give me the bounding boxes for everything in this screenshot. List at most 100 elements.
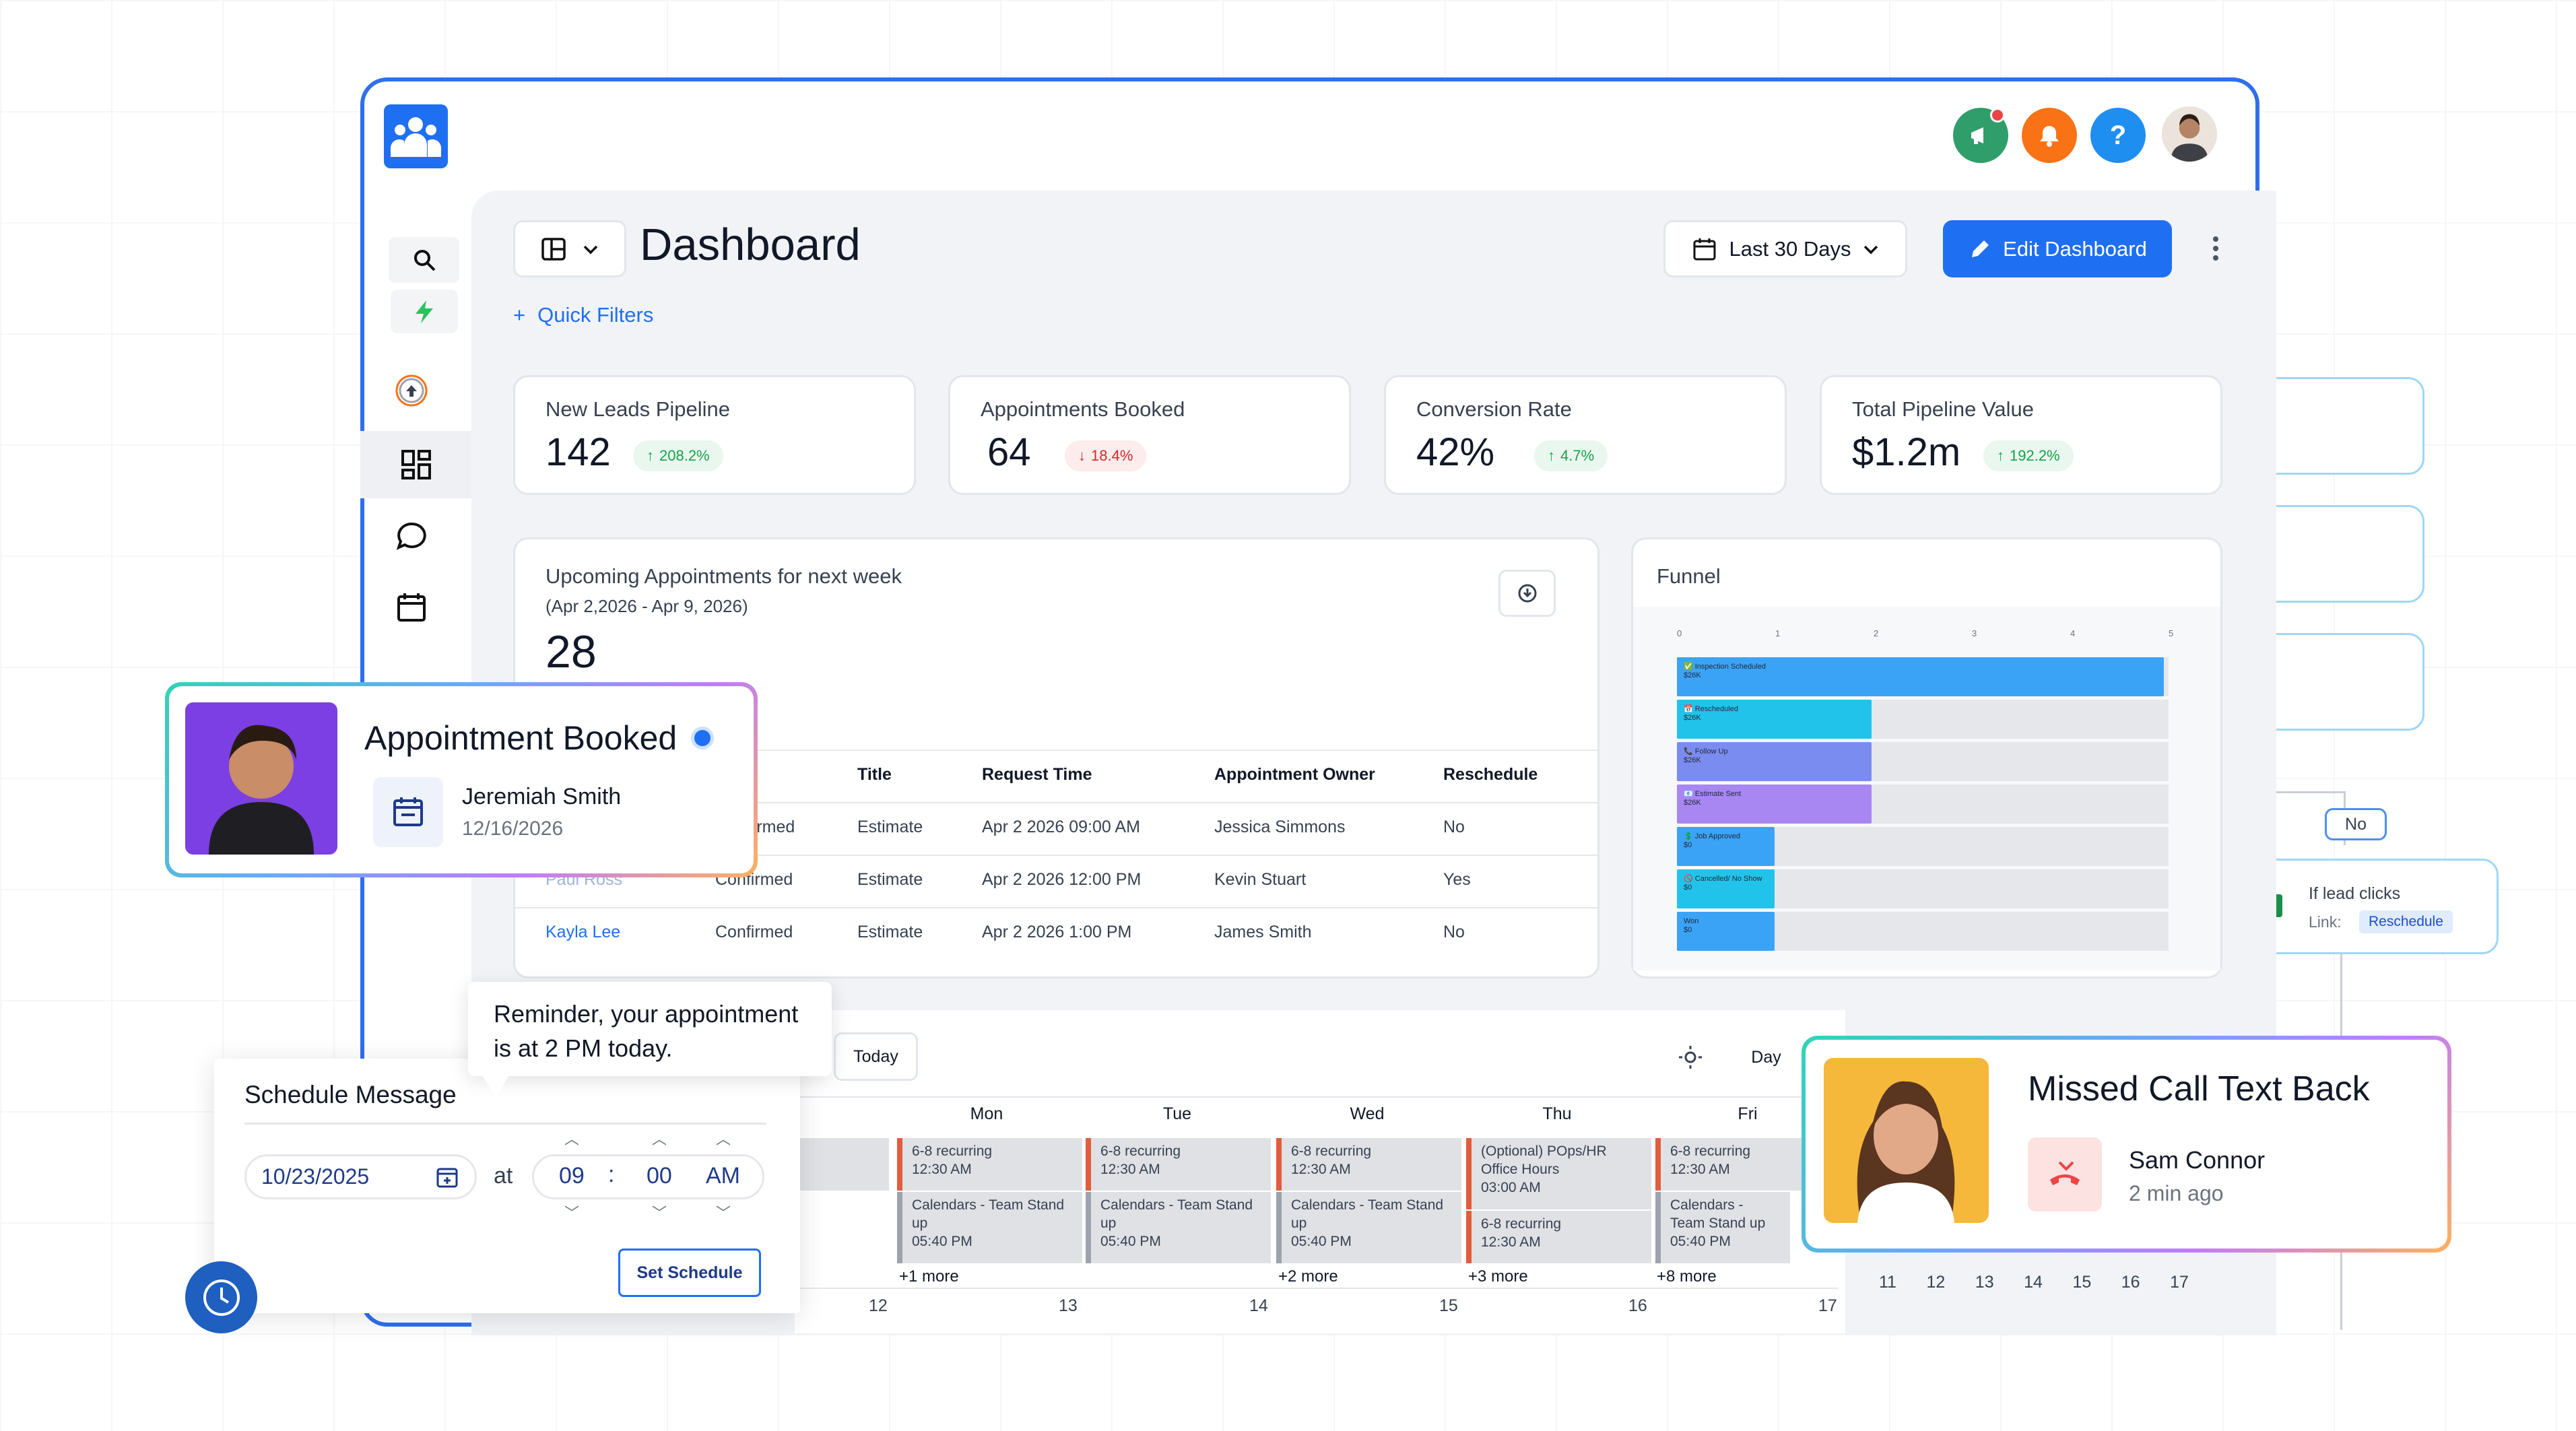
set-schedule-button[interactable]: Set Schedule [618,1249,761,1297]
more-events-link[interactable]: +2 more [1278,1267,1338,1286]
funnel-row[interactable]: ✅ Inspection Scheduled $26K [1677,657,2169,696]
time-separator: : [608,1162,615,1187]
calendar-icon[interactable] [385,580,438,634]
sun-icon[interactable] [1677,1044,1704,1074]
ampm-value[interactable]: AM [706,1163,740,1189]
bell-icon[interactable] [2022,108,2077,163]
funnel-row[interactable]: 💲 Job Approved $0 [1677,827,2169,866]
at-label: at [494,1163,513,1189]
minute-value[interactable]: 00 [647,1163,672,1189]
funnel-row[interactable]: 🚫 Cancelled/ No Show $0 [1677,869,2169,908]
event-time: 03:00 AM [1481,1180,1541,1195]
mini-calendar-day[interactable]: 16 [2121,1273,2140,1292]
mini-calendar-day[interactable]: 17 [2170,1273,2189,1292]
minute-up-icon[interactable]: ︿ [652,1131,667,1147]
search-icon[interactable] [389,237,459,283]
notification-dot [1990,108,2005,123]
hour-down-icon[interactable]: ﹀ [564,1205,580,1222]
calendar-event[interactable]: 6-8 recurring 12:30 AM [1086,1138,1271,1191]
hour-value[interactable]: 09 [559,1163,585,1189]
calendar-day-number[interactable]: 12 [869,1296,888,1315]
mini-calendar-day[interactable]: 14 [2024,1273,2043,1292]
calendar-event[interactable]: Calendars - Team Stand up 05:40 PM [897,1192,1082,1263]
date-range-label: Last 30 Days [1729,236,1851,261]
calendar-event[interactable]: 6-8 recurring 12:30 AM [1276,1138,1461,1191]
funnel-row[interactable]: 📞 Follow Up $26K [1677,742,2169,781]
appointment-booked-card[interactable]: Appointment Booked Jeremiah Smith 12/16/… [165,682,758,877]
user-avatar[interactable] [2162,106,2217,162]
event-time: 12:30 AM [1100,1162,1160,1177]
funnel-row[interactable]: 📧 Estimate Sent $26K [1677,785,2169,824]
pencil-icon [1972,240,1989,257]
view-day-button[interactable]: Day [1731,1035,1802,1079]
calendar-event[interactable] [795,1138,889,1191]
kpi-change: 4.7% [1560,447,1595,464]
calendar-event[interactable]: Calendars - Team Stand up 05:40 PM [1086,1192,1271,1263]
cell-name[interactable]: Kayla Lee [546,923,621,941]
funnel-row[interactable]: Won $0 [1677,912,2169,951]
date-input[interactable]: 10/23/2025 [244,1154,477,1199]
lead-clicks-label: If lead clicks [2309,884,2401,903]
more-events-link[interactable]: +3 more [1468,1267,1528,1286]
column-header-title: Title [857,765,892,784]
help-icon[interactable]: ? [2090,108,2146,163]
date-range-select[interactable]: Last 30 Days [1663,220,1907,277]
calendar-event[interactable]: (Optional) POps/HR Office Hours 03:00 AM [1466,1138,1651,1209]
dashboard-icon[interactable] [360,431,471,498]
workflow-no-branch[interactable]: No [2325,808,2387,840]
launchpad-icon[interactable] [385,364,438,418]
funnel-row[interactable]: 📅 Rescheduled $26K [1677,700,2169,739]
time-input[interactable] [532,1154,764,1199]
event-title: Calendars - Team Stand up [1291,1197,1444,1231]
missed-call-icon [2028,1137,2102,1211]
mini-calendar-day[interactable]: 15 [2072,1273,2092,1292]
layout-switcher[interactable] [513,220,626,277]
table-divider [515,750,1599,751]
layout-icon [541,237,566,261]
appointment-booked-title: Appointment Booked [364,719,678,757]
event-title: (Optional) POps/HR Office Hours [1481,1143,1607,1177]
link-label: Link: [2309,913,2342,931]
kpi-title: New Leads Pipeline [546,397,731,421]
workflow-lead-clicks-card[interactable]: If lead clicks Link: Reschedule [2243,859,2499,954]
kpi-card-new-leads[interactable]: New Leads Pipeline 142 ↑ 208.2% [513,375,916,495]
today-button[interactable]: Today [834,1032,918,1081]
kpi-card-pipeline-value[interactable]: Total Pipeline Value $1.2m ↑ 192.2% [1820,375,2222,495]
more-events-link[interactable]: +1 more [899,1267,959,1286]
download-button[interactable] [1498,570,1556,617]
more-events-link[interactable]: +8 more [1657,1267,1717,1286]
mini-calendar-day[interactable]: 12 [1926,1273,1946,1292]
missed-call-card[interactable]: Missed Call Text Back Sam Connor 2 min a… [1802,1036,2451,1253]
kpi-card-appointments-booked[interactable]: Appointments Booked 64 ↓ 18.4% [948,375,1351,495]
funnel-axis: 0 1 2 3 4 5 [1633,628,2220,642]
ampm-up-icon[interactable]: ︿ [716,1131,731,1147]
funnel-card: Funnel 0 1 2 3 4 5 ✅ Inspection Scheduled $26… [1631,537,2222,978]
more-options-icon[interactable] [2209,229,2222,269]
today-label: Today [853,1046,898,1066]
ampm-down-icon[interactable]: ﹀ [716,1205,731,1222]
chat-icon[interactable] [385,510,438,564]
team-logo-icon[interactable] [384,104,448,168]
hour-up-icon[interactable]: ︿ [564,1131,580,1147]
calendar-day-number[interactable]: 15 [1439,1296,1458,1315]
column-header-request-time: Request Time [982,765,1092,784]
event-time: 05:40 PM [1670,1234,1731,1249]
calendar-day-number[interactable]: 13 [1059,1296,1078,1315]
calendar-day-number[interactable]: 14 [1249,1296,1268,1315]
kpi-card-conversion-rate[interactable]: Conversion Rate 42% ↑ 4.7% [1384,375,1787,495]
clock-icon[interactable] [185,1261,257,1333]
mini-calendar-day[interactable]: 13 [1975,1273,1994,1292]
arrow-up-icon: ↑ [1548,447,1555,464]
edit-dashboard-button[interactable]: Edit Dashboard [1943,220,2172,277]
link-chip[interactable]: Reschedule [2359,910,2453,933]
calendar-event[interactable]: 6-8 recurring 12:30 AM [1466,1211,1651,1263]
calendar-event[interactable]: Calendars - Team Stand up 05:40 PM [1276,1192,1461,1263]
calendar-event[interactable]: Calendars - Team Stand up 05:40 PM [1655,1192,1790,1263]
lightning-icon[interactable] [391,290,458,333]
calendar-event[interactable]: 6-8 recurring 12:30 AM [897,1138,1082,1191]
quick-filters-link[interactable]: + Quick Filters [513,303,653,327]
mini-calendar-day[interactable]: 11 [1879,1273,1896,1292]
calendar-day-number[interactable]: 17 [1818,1296,1837,1315]
calendar-day-number[interactable]: 16 [1628,1296,1647,1315]
minute-down-icon[interactable]: ﹀ [652,1205,667,1222]
